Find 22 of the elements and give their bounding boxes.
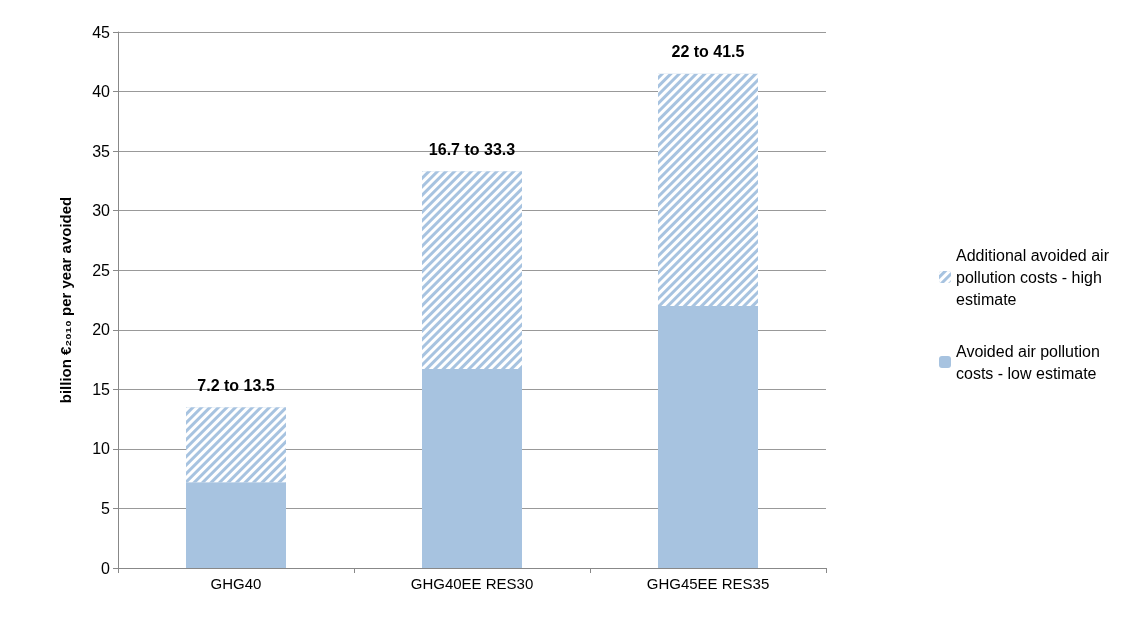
- y-tick-label: 45: [92, 23, 111, 41]
- y-tick-label: 40: [92, 83, 111, 101]
- annotation: 22 to 41.5: [671, 43, 745, 61]
- bar: [186, 482, 286, 568]
- y-axis-title: billion €₂₀₁₀ per year avoided: [57, 196, 74, 404]
- y-tick-label: 20: [92, 321, 111, 339]
- legend-label: Avoided air pollution costs - low estimate: [956, 342, 1105, 382]
- y-tick-label: 30: [92, 202, 111, 220]
- bar: [658, 305, 758, 568]
- x-tick-label: GHG40EE RES30: [410, 575, 534, 592]
- y-tick-label: 10: [92, 440, 111, 458]
- annotation: 16.7 to 33.3: [428, 140, 516, 158]
- y-tick-label: 0: [101, 559, 111, 577]
- y-tick-label: 5: [101, 499, 111, 517]
- legend-label: Additional avoided air pollution costs - high estimate: [956, 246, 1114, 308]
- y-tick-label: 35: [92, 142, 111, 160]
- bar: [422, 369, 522, 568]
- y-tick-label: 15: [92, 380, 111, 398]
- annotation: 7.2 to 13.5: [197, 376, 275, 394]
- x-tick-label: GHG40: [210, 575, 262, 592]
- x-tick-label: GHG45EE RES35: [646, 575, 770, 592]
- y-tick-label: 25: [92, 261, 111, 279]
